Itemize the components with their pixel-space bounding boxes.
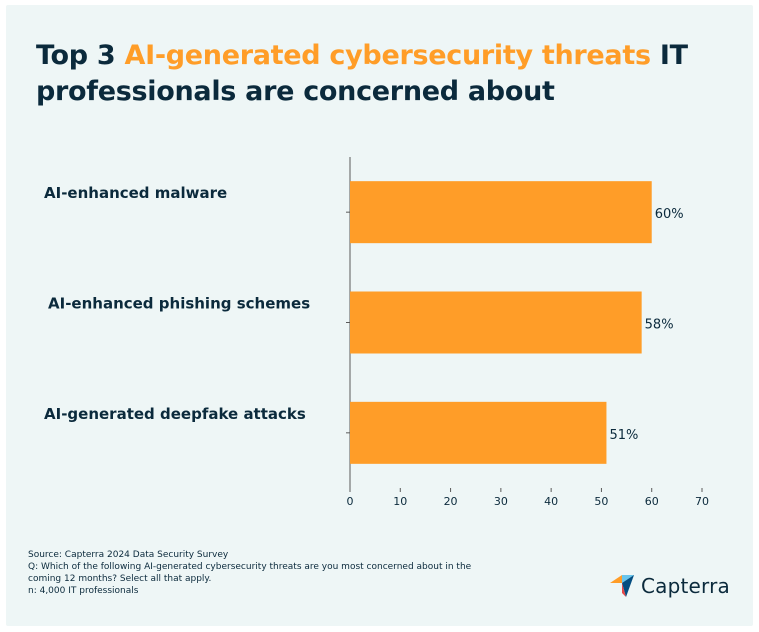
x-tick-label: 0 — [347, 495, 354, 508]
x-tick-label: 60 — [645, 495, 659, 508]
capterra-logo: Capterra — [609, 570, 730, 602]
x-tick-label: 20 — [444, 495, 458, 508]
footnote-sample: n: 4,000 IT professionals — [28, 586, 139, 596]
footnote-source: Source: Capterra 2024 Data Security Surv… — [28, 550, 229, 560]
x-tick-label: 30 — [494, 495, 508, 508]
x-tick-label: 10 — [393, 495, 407, 508]
title-suffix: IT professionals are concerned about — [36, 40, 688, 107]
brand-name: Capterra — [641, 574, 731, 598]
footnote-question: Q: Which of the following AI-generated c… — [28, 562, 472, 584]
category-label: AI-enhanced malware — [44, 184, 227, 202]
value-label: 58% — [645, 318, 674, 333]
chart-title: Top 3 AI-generated cybersecurity threats… — [36, 38, 726, 110]
title-highlight: AI-generated cybersecurity threats — [124, 40, 652, 71]
bar-2 — [350, 291, 642, 354]
value-label: 51% — [609, 428, 638, 443]
bar-3 — [350, 401, 607, 464]
category-label: AI-enhanced phishing schemes — [48, 295, 310, 313]
x-tick-label: 50 — [594, 495, 608, 508]
value-label: 60% — [655, 207, 684, 222]
footnote: Source: Capterra 2024 Data Security Surv… — [28, 549, 498, 597]
title-prefix: Top 3 — [36, 40, 116, 71]
x-tick-label: 40 — [544, 495, 558, 508]
category-label: AI-generated deepfake attacks — [44, 405, 306, 423]
capterra-arrow-icon — [610, 575, 634, 597]
x-tick-label: 70 — [695, 495, 709, 508]
bar-1 — [350, 181, 652, 244]
